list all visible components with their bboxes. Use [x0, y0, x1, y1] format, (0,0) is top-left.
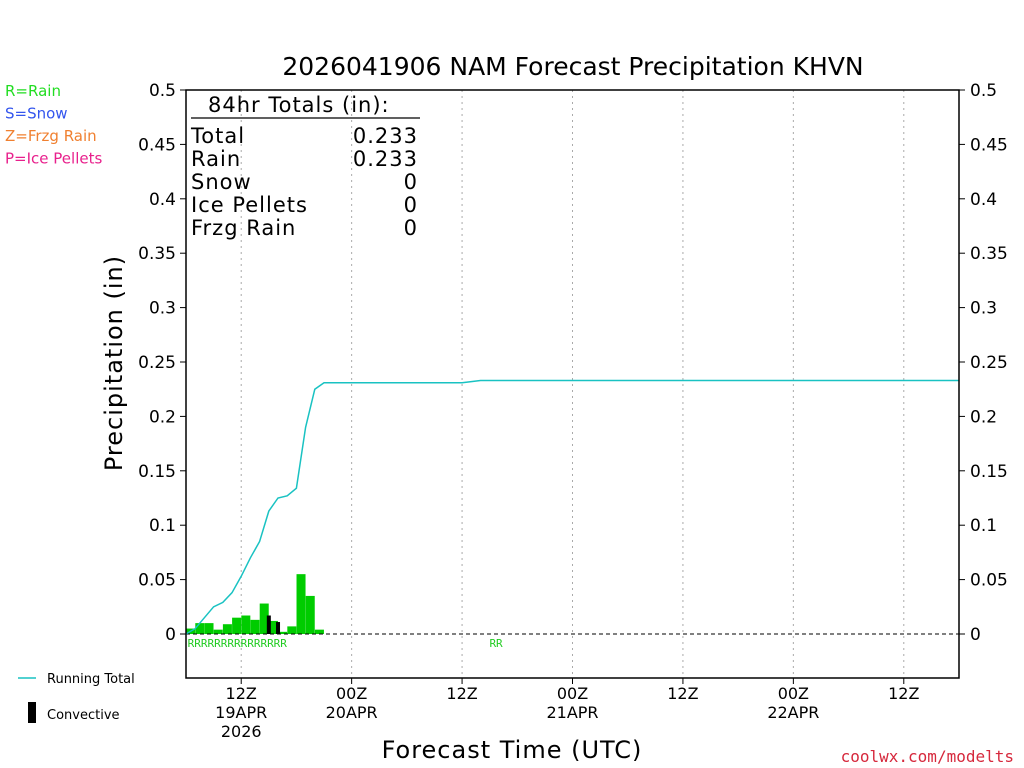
- grid-lines: [240, 90, 905, 678]
- y-tick-label-left: 0.35: [138, 244, 176, 264]
- running-total-legend-label: Running Total: [47, 672, 135, 687]
- y-axis-label: Precipitation (in): [100, 255, 128, 471]
- totals-row-value: 0.233: [353, 147, 418, 171]
- y-tick-label-right: 0: [970, 625, 981, 645]
- totals-row-label: Snow: [191, 170, 252, 194]
- rain-bar: [305, 595, 315, 634]
- precip-type-legend-item: R=Rain: [5, 82, 61, 100]
- totals-box: 84hr Totals (in): Total 0.233 Rain 0.233 Sno…: [190, 93, 420, 240]
- totals-row-value: 0: [404, 216, 418, 240]
- totals-row-label: Total: [190, 124, 245, 148]
- rain-bar: [296, 574, 306, 634]
- y-tick-label-right: 0.15: [970, 462, 1008, 482]
- precip-type-legend-item: Z=Frzg Rain: [5, 127, 97, 145]
- x-tick-label: 21APR: [546, 703, 598, 722]
- totals-row-label: Rain: [191, 147, 241, 171]
- y-tick-label-left: 0: [165, 625, 176, 645]
- x-tick-label: 12Z: [888, 684, 919, 703]
- precip-type-legend: R=Rain S=Snow Z=Frzg Rain P=Ice Pellets: [5, 82, 102, 168]
- y-tick-label-left: 0.2: [149, 407, 176, 427]
- rain-bar: [195, 623, 205, 634]
- y-axis-left: 0 0.05 0.1 0.15 0.2 0.25 0.3 0.35 0.4 0.45 0.5: [138, 81, 186, 645]
- y-tick-label-left: 0.5: [149, 81, 176, 101]
- convective-legend-label: Convective: [47, 708, 120, 723]
- totals-row-label: Ice Pellets: [191, 193, 308, 217]
- x-tick-label: 20APR: [326, 703, 378, 722]
- precip-bars: [186, 574, 324, 634]
- x-tick-label: 00Z: [557, 684, 588, 703]
- rain-bar: [232, 617, 242, 634]
- rain-bar: [259, 603, 269, 634]
- rain-bar: [241, 615, 251, 634]
- y-tick-label-right: 0.5: [970, 81, 997, 101]
- x-tick-label: 12Z: [446, 684, 477, 703]
- precip-type-legend-item: S=Snow: [5, 105, 68, 123]
- y-tick-label-right: 0.35: [970, 244, 1008, 264]
- rain-bar: [250, 619, 260, 634]
- x-tick-label: 19APR: [215, 703, 267, 722]
- totals-row-value: 0: [404, 193, 418, 217]
- totals-row-value: 0: [404, 170, 418, 194]
- totals-row-label: Frzg Rain: [191, 216, 296, 240]
- y-tick-label-left: 0.4: [149, 190, 176, 210]
- rain-bar: [268, 620, 278, 634]
- rain-bar: [287, 626, 297, 634]
- x-tick-label: 12Z: [667, 684, 698, 703]
- precip-type-legend-item: P=Ice Pellets: [5, 150, 102, 168]
- rain-bar: [204, 623, 214, 634]
- x-tick-label: 00Z: [778, 684, 809, 703]
- convective-swatch: [28, 702, 36, 723]
- rain-bar: [222, 624, 232, 634]
- y-tick-label-left: 0.25: [138, 353, 176, 373]
- rain-bar: [314, 629, 324, 634]
- y-tick-label-right: 0.25: [970, 353, 1008, 373]
- x-tick-label: 2026: [221, 722, 262, 741]
- y-tick-label-left: 0.45: [138, 135, 176, 155]
- x-axis-label: Forecast Time (UTC): [382, 736, 643, 764]
- precip-type-letters: RR: [489, 637, 503, 650]
- convective-bars: [266, 615, 281, 634]
- y-tick-label-right: 0.2: [970, 407, 997, 427]
- chart-title: 2026041906 NAM Forecast Precipitation KH…: [282, 52, 863, 81]
- y-tick-label-right: 0.4: [970, 190, 997, 210]
- precip-type-labels: RRRRRRRRRRRRRRR RR: [188, 637, 503, 650]
- y-tick-label-right: 0.3: [970, 299, 997, 319]
- footer-credit: coolwx.com/modelts: [841, 747, 1014, 766]
- totals-heading: 84hr Totals (in):: [208, 93, 390, 117]
- x-tick-label: 00Z: [336, 684, 367, 703]
- y-tick-label-right: 0.05: [970, 571, 1008, 591]
- x-tick-label: 12Z: [226, 684, 257, 703]
- totals-row-value: 0.233: [353, 124, 418, 148]
- precip-type-letters: RRRRRRRRRRRRRRR: [188, 637, 288, 650]
- convective-bar: [276, 622, 281, 634]
- y-tick-label-left: 0.3: [149, 299, 176, 319]
- y-tick-label-left: 0.1: [149, 516, 176, 536]
- y-axis-right: 0 0.05 0.1 0.15 0.2 0.25 0.3 0.35 0.4 0.45 0.5: [959, 81, 1008, 645]
- y-tick-label-right: 0.1: [970, 516, 997, 536]
- convective-bar: [266, 615, 271, 634]
- x-tick-label: 22APR: [767, 703, 819, 722]
- y-tick-label-left: 0.15: [138, 462, 176, 482]
- rain-bar: [278, 631, 288, 634]
- running-total-line: [185, 379, 959, 635]
- y-tick-label-left: 0.05: [138, 571, 176, 591]
- rain-bar: [213, 629, 223, 634]
- y-tick-label-right: 0.45: [970, 135, 1008, 155]
